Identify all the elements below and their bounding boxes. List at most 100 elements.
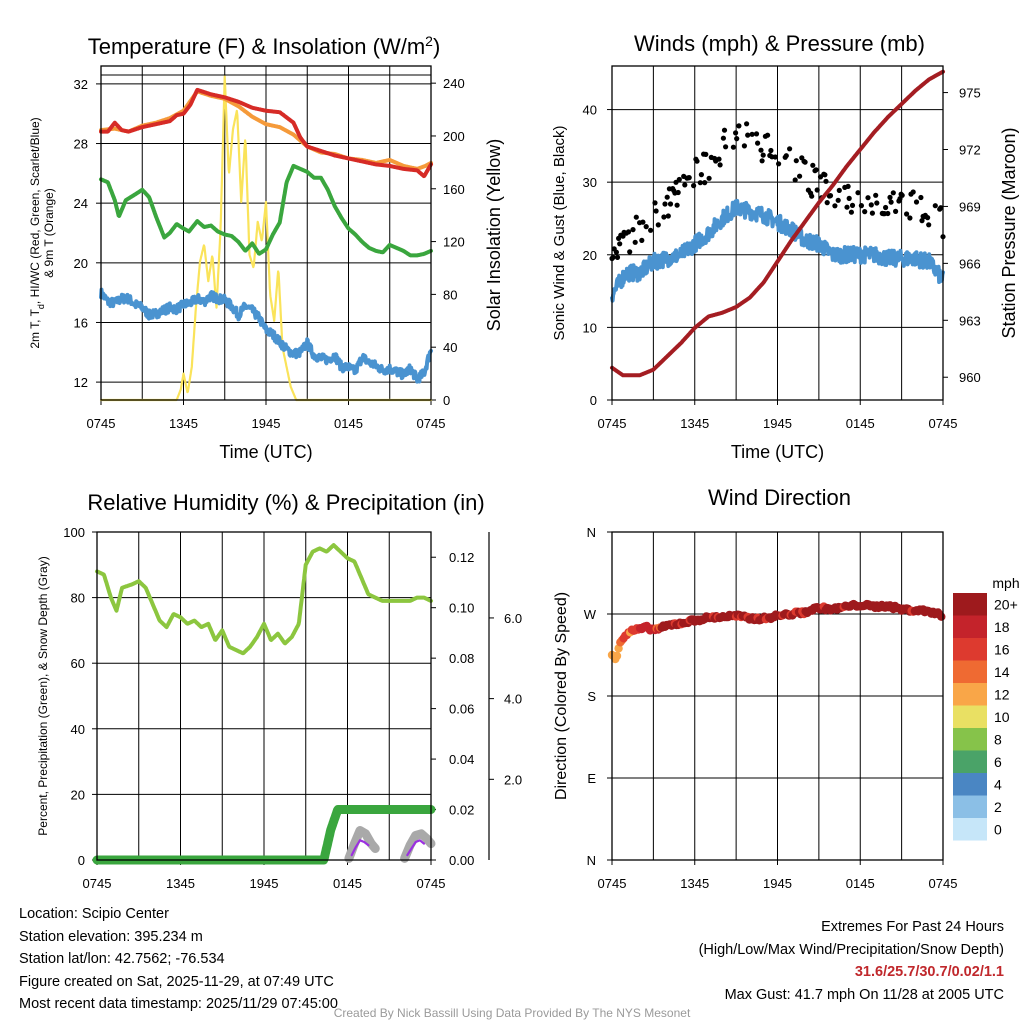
wind-series-gust-point: [837, 188, 842, 193]
wind-series-gust-point: [694, 159, 699, 164]
wind-series-gust-point: [925, 215, 930, 220]
max-gust: Max Gust: 41.7 mph On 11/28 at 2005 UTC: [699, 984, 1004, 1007]
wind-xtick-label: 0145: [846, 416, 875, 431]
rh-y2tick-label: 0.00: [449, 853, 474, 868]
wind-series-gust-point: [874, 200, 879, 205]
wind-xtick-label: 1945: [763, 416, 792, 431]
wind-series-gust-point: [615, 255, 620, 260]
temp-y2-label: Solar Insolation (Yellow): [484, 139, 504, 331]
colorbar-label: 2: [994, 799, 1002, 815]
wind-xtick-label: 0745: [598, 416, 627, 431]
rh-ytick-label: 40: [71, 722, 85, 737]
wind-series-gust-point: [869, 202, 874, 207]
wind-series-gust-point: [911, 189, 916, 194]
dir-xtick-label: 1945: [763, 876, 792, 891]
wind-series-gust-point: [823, 179, 828, 184]
rh-y2tick-label: 0.12: [449, 550, 474, 565]
rh-y3tick-label: 6.0: [504, 611, 522, 626]
colorbar-label: 12: [994, 687, 1010, 703]
wind-series-gust-point: [822, 172, 827, 177]
temp-ytick-label: 32: [74, 77, 88, 92]
temp-y2tick-label: 40: [443, 340, 457, 355]
station-location: Location: Scipio Center: [19, 903, 338, 926]
wind-series-gust-point: [926, 222, 931, 227]
wind-series-gust-point: [760, 158, 765, 163]
rh-ytick-label: 20: [71, 787, 85, 802]
wind-series-gust-point: [847, 196, 852, 201]
wind-series-gust-point: [707, 176, 712, 181]
mesonet-figure: 0745 1345 1945 0145 074512162024283204080120…: [0, 0, 1024, 1000]
extremes-subtitle: (High/Low/Max Wind/Precipitation/Snow De…: [699, 939, 1004, 962]
wind-y2tick-label: 960: [959, 370, 981, 385]
extremes-info: Extremes For Past 24 Hours (High/Low/Max…: [699, 916, 1004, 1006]
dir-xtick-label: 0745: [598, 876, 627, 891]
wind-title: Winds (mph) & Pressure (mb): [634, 31, 925, 56]
colorbar-label: 20+: [994, 597, 1018, 613]
wind-series-gust-point: [893, 209, 898, 214]
rh-y2tick-label: 0.06: [449, 702, 474, 717]
wind-y2tick-label: 966: [959, 256, 981, 271]
colorbar-title: mph: [992, 575, 1019, 591]
temp-y-label-line2: & 9m T (Orange): [42, 188, 56, 278]
wind-series-gust-point: [784, 153, 789, 158]
wind-series-gust-point: [887, 195, 892, 200]
wind-series-gust-point: [761, 153, 766, 158]
wind-series-gust-point: [654, 208, 659, 213]
rh-ytick-label: 100: [63, 525, 85, 540]
colorbar-label: 16: [994, 642, 1010, 658]
wind-series-gust-point: [904, 211, 909, 216]
rh-xtick-label: 0745: [417, 876, 446, 891]
extremes-title: Extremes For Past 24 Hours: [699, 916, 1004, 939]
wind-series-gust-point: [733, 130, 738, 135]
wind-series-gust-point: [661, 214, 666, 219]
dir-y-label: Direction (Colored By Speed): [553, 592, 570, 800]
wind-series-gust-point: [633, 240, 638, 245]
wind-series-gust-point: [933, 203, 938, 208]
wind-series-gust-point: [797, 174, 802, 179]
wind-xtick-label: 0745: [929, 416, 958, 431]
rh-ytick-label: 80: [71, 591, 85, 606]
credit-line: Created By Nick Bassill Using Data Provi…: [0, 1006, 1024, 1020]
wind-y2tick-label: 969: [959, 199, 981, 214]
rh-y2tick-label: 0.10: [449, 601, 474, 616]
wind-series-gust-point: [662, 201, 667, 206]
wind-y2tick-label: 963: [959, 313, 981, 328]
wind-series-gust-point: [666, 213, 671, 218]
temp-xtick-label: 1345: [169, 416, 198, 431]
wind-series-gust-point: [918, 195, 923, 200]
wind-series-gust-point: [787, 146, 792, 151]
wind-series-gust-point: [828, 193, 833, 198]
wind-series-gust-point: [825, 200, 830, 205]
wind-series-gust-point: [691, 183, 696, 188]
wind-series-gust-point: [794, 158, 799, 163]
temp-y2tick-label: 240: [443, 76, 465, 91]
wind-series-gust-point: [758, 148, 763, 153]
wind-series-gust-point: [889, 200, 894, 205]
wind-ytick-label: 0: [590, 393, 597, 408]
temp-ytick-label: 28: [74, 137, 88, 152]
wind-series-gust-point: [626, 229, 631, 234]
wind-series-gust-point: [668, 201, 673, 206]
rh-xtick-label: 0145: [333, 876, 362, 891]
wind-series-gust-point: [718, 162, 723, 167]
dir-ytick-label: W: [584, 607, 597, 622]
rh-y3tick-label: 2.0: [504, 772, 522, 787]
wind-series-gust-point: [815, 187, 820, 192]
wind-series-gust-point: [809, 194, 814, 199]
wind-ytick-label: 10: [583, 320, 597, 335]
rh-xtick-label: 0745: [83, 876, 112, 891]
dir-series-points: [608, 600, 946, 663]
wind-series-gust-point: [859, 203, 864, 208]
wind-series-gust-point: [754, 131, 759, 136]
wind-series-gust-point: [836, 198, 841, 203]
wind-series-gust-point: [652, 200, 657, 205]
wind-series-gust-point: [744, 121, 749, 126]
wind-series-gust-point: [648, 228, 653, 233]
temp-xtick-label: 0745: [417, 416, 446, 431]
wind-x-label: Time (UTC): [731, 442, 824, 462]
rh-ytick-label: 0: [78, 853, 85, 868]
colorbar-label: 14: [994, 664, 1010, 680]
wind-series-gust-point: [687, 175, 692, 180]
wind-series-gust-point: [665, 195, 670, 200]
wind-series-gust-point: [773, 154, 778, 159]
